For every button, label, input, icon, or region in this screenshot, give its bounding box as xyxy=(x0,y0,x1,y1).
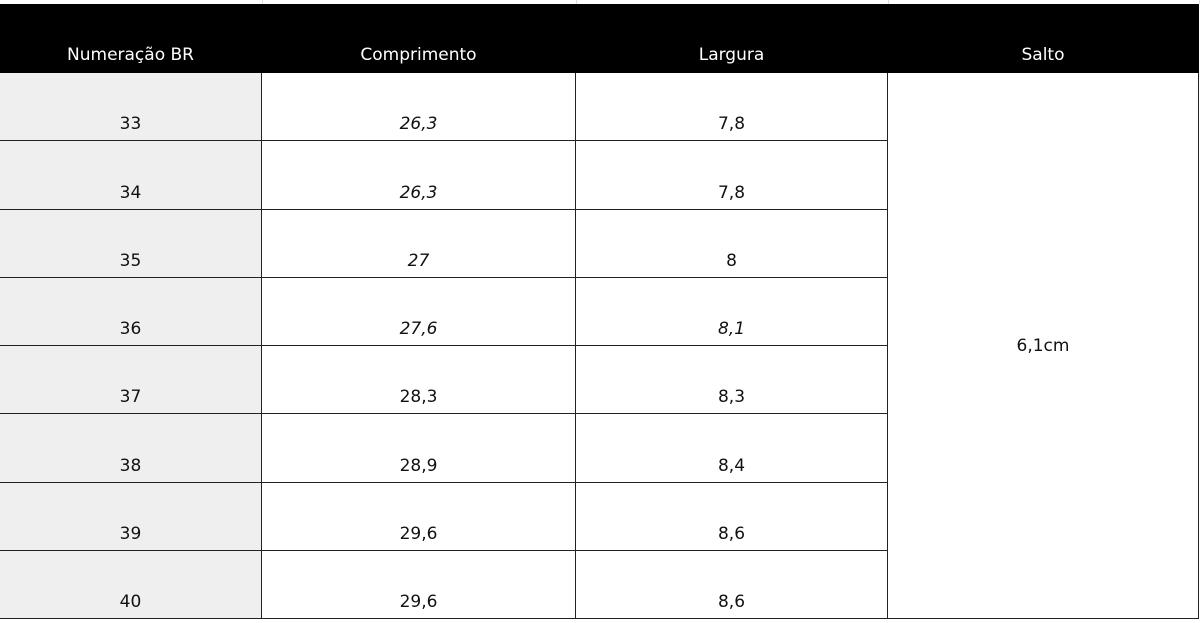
size-cell: 36 xyxy=(0,277,262,346)
measure-cell: 8,6 xyxy=(576,550,888,619)
measure-cell: 28,3 xyxy=(262,346,576,415)
measure-cell: 7,8 xyxy=(576,73,888,142)
grid-strip xyxy=(0,0,263,4)
measure-cell: 26,3 xyxy=(262,73,576,142)
measure-cell: 8,3 xyxy=(576,346,888,415)
measure-cell: 7,8 xyxy=(576,141,888,210)
size-cell: 40 xyxy=(0,550,262,619)
measure-cell: 26,3 xyxy=(262,141,576,210)
size-cell: 38 xyxy=(0,414,262,483)
measure-cell: 8,6 xyxy=(576,482,888,551)
size-cell: 33 xyxy=(0,73,262,142)
grid-strip xyxy=(576,0,889,4)
measure-cell: 8,4 xyxy=(576,414,888,483)
size-cell: 35 xyxy=(0,209,262,278)
size-cell: 37 xyxy=(0,346,262,415)
measure-cell: 29,6 xyxy=(262,550,576,619)
measure-cell: 27,6 xyxy=(262,277,576,346)
grid-strip xyxy=(262,0,577,4)
measure-cell: 28,9 xyxy=(262,414,576,483)
measure-cell: 29,6 xyxy=(262,482,576,551)
header-cell: Comprimento xyxy=(262,4,576,73)
measure-cell: 8 xyxy=(576,209,888,278)
header-cell: Numeração BR xyxy=(0,4,262,73)
header-cell: Salto xyxy=(888,4,1199,73)
measure-cell: 8,1 xyxy=(576,277,888,346)
salto-cell: 6,1cm xyxy=(888,73,1199,619)
size-cell: 39 xyxy=(0,482,262,551)
header-cell: Largura xyxy=(576,4,888,73)
measure-cell: 27 xyxy=(262,209,576,278)
size-cell: 34 xyxy=(0,141,262,210)
